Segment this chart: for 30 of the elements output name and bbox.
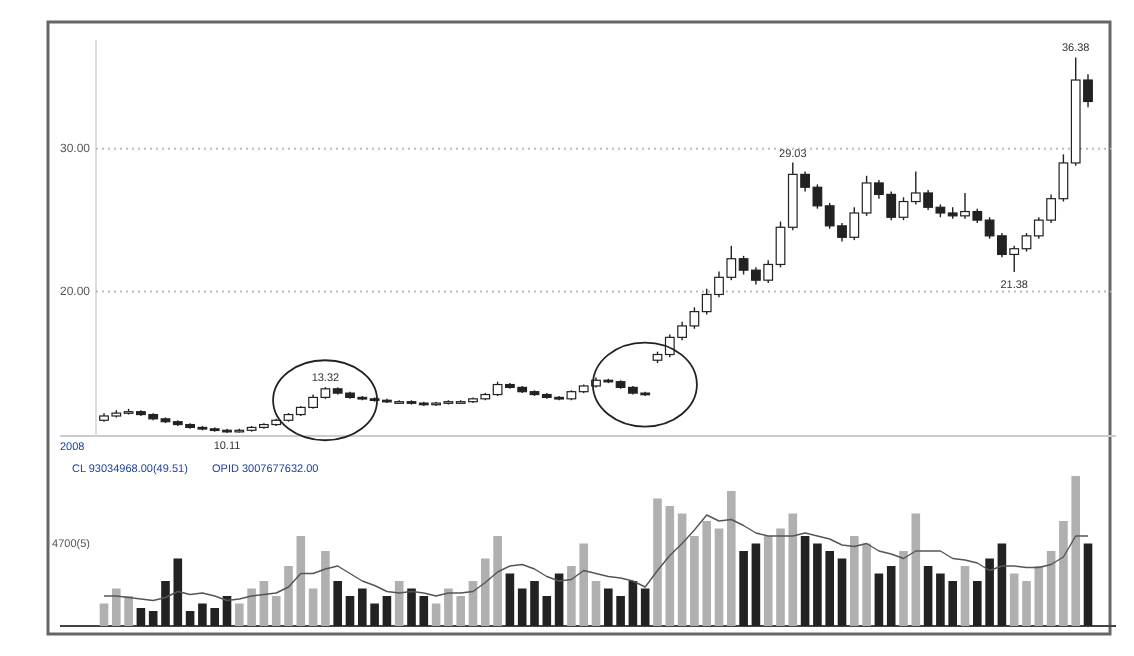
bar (923, 566, 933, 626)
bar (136, 608, 146, 626)
bar (321, 551, 330, 626)
bar (505, 573, 515, 626)
bar (185, 611, 195, 626)
bar (800, 536, 810, 626)
bar (1046, 551, 1056, 626)
bar (997, 543, 1007, 626)
bar (874, 573, 884, 626)
bar (886, 566, 896, 626)
bar (308, 588, 318, 626)
bar (99, 603, 109, 626)
bar (727, 491, 736, 626)
bar (591, 581, 601, 626)
bar (960, 566, 970, 626)
bar (333, 581, 342, 626)
bar (837, 558, 847, 626)
bar (259, 581, 269, 626)
bar (628, 581, 638, 626)
bar (739, 551, 748, 626)
bar (751, 543, 761, 626)
bar (468, 581, 478, 626)
bar (714, 528, 724, 626)
bar (640, 588, 650, 626)
bar (394, 581, 404, 626)
bar (677, 513, 687, 626)
bar (431, 603, 441, 626)
bar (1083, 543, 1093, 626)
bar (345, 596, 355, 626)
bar (382, 596, 392, 626)
